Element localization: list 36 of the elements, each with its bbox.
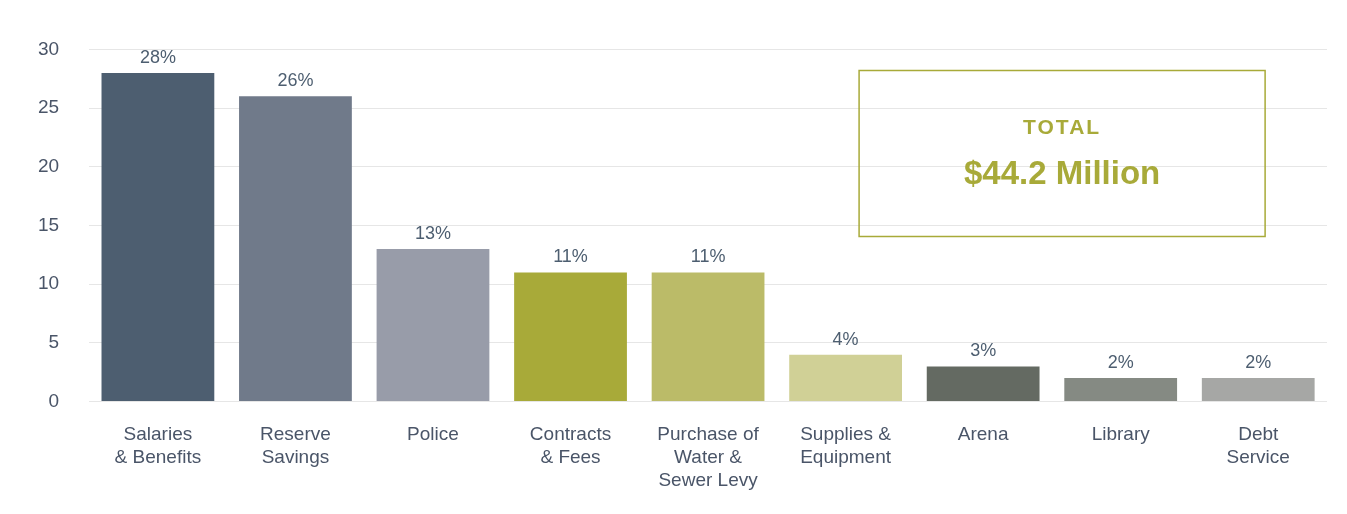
data-label: 11% — [553, 246, 588, 267]
bar — [376, 248, 490, 402]
bar — [926, 366, 1040, 402]
x-tick-label: Reserve Savings — [260, 423, 331, 468]
data-label: 28% — [139, 46, 176, 67]
data-label: 3% — [970, 340, 997, 361]
x-tick-label: Supplies & Equipment — [800, 423, 892, 468]
x-tick-label: Arena — [957, 423, 1009, 445]
y-tick-label: 30 — [37, 37, 60, 59]
bar — [101, 72, 215, 402]
data-label: 2% — [1245, 352, 1272, 373]
annotation: $44.2 Million — [963, 154, 1161, 192]
y-tick-label: 0 — [48, 389, 60, 411]
x-tick-label: Contracts & Fees — [529, 423, 612, 468]
y-tick-label: 10 — [37, 272, 60, 294]
x-tick-label: Library — [1091, 423, 1151, 445]
data-label: 26% — [277, 70, 314, 91]
y-tick-label: 25 — [37, 96, 60, 118]
bar — [651, 272, 765, 402]
annotation: TOTAL — [1023, 115, 1102, 139]
y-tick-label: 15 — [37, 213, 60, 235]
bar — [514, 272, 627, 402]
y-tick-label: 20 — [37, 155, 60, 177]
data-label: 4% — [832, 328, 859, 349]
x-tick-label: Police — [407, 423, 459, 445]
y-tick-label: 5 — [48, 331, 60, 353]
x-tick-label: Salaries & Benefits — [114, 423, 202, 468]
bar — [1064, 378, 1178, 402]
bar — [1201, 378, 1315, 402]
data-label: 11% — [690, 246, 726, 267]
data-label: 13% — [414, 222, 451, 243]
data-label: 2% — [1107, 352, 1134, 373]
x-tick-label: Purchase of Water & Sewer Levy — [657, 423, 760, 490]
bar — [789, 354, 902, 402]
bar — [239, 96, 352, 402]
x-tick-label: Debt Service — [1226, 423, 1290, 468]
